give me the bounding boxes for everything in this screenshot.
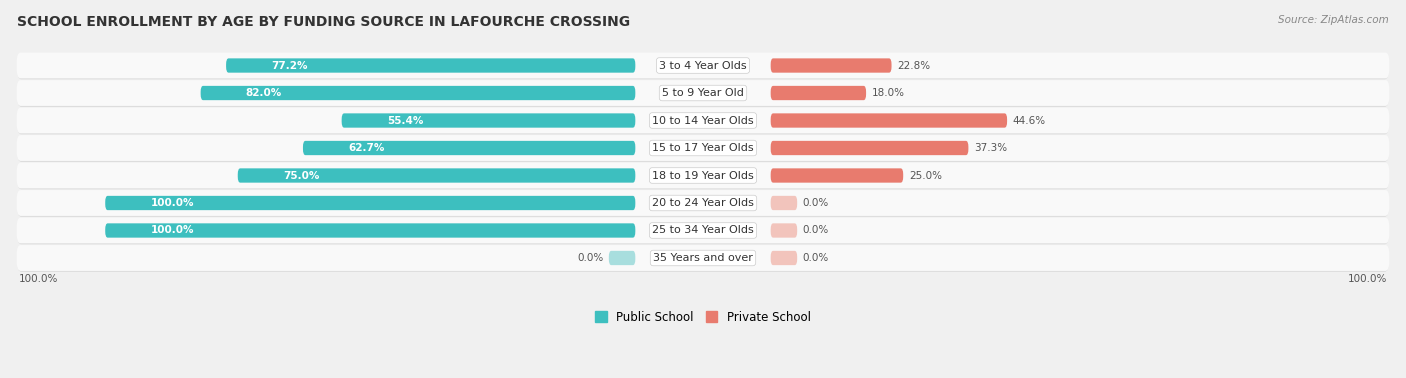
FancyBboxPatch shape: [105, 223, 636, 238]
Text: 75.0%: 75.0%: [283, 170, 319, 181]
Text: 0.0%: 0.0%: [803, 226, 830, 235]
Text: 100.0%: 100.0%: [150, 226, 194, 235]
FancyBboxPatch shape: [17, 53, 1389, 79]
FancyBboxPatch shape: [17, 218, 1389, 244]
Text: 77.2%: 77.2%: [271, 60, 308, 71]
FancyBboxPatch shape: [17, 108, 1389, 134]
FancyBboxPatch shape: [770, 196, 797, 210]
Text: Source: ZipAtlas.com: Source: ZipAtlas.com: [1278, 15, 1389, 25]
FancyBboxPatch shape: [201, 86, 636, 100]
FancyBboxPatch shape: [609, 251, 636, 265]
Text: 20 to 24 Year Olds: 20 to 24 Year Olds: [652, 198, 754, 208]
FancyBboxPatch shape: [770, 86, 866, 100]
Text: SCHOOL ENROLLMENT BY AGE BY FUNDING SOURCE IN LAFOURCHE CROSSING: SCHOOL ENROLLMENT BY AGE BY FUNDING SOUR…: [17, 15, 630, 29]
Text: 15 to 17 Year Olds: 15 to 17 Year Olds: [652, 143, 754, 153]
FancyBboxPatch shape: [17, 53, 1389, 79]
FancyBboxPatch shape: [770, 141, 969, 155]
FancyBboxPatch shape: [770, 113, 1007, 128]
FancyBboxPatch shape: [770, 223, 797, 238]
FancyBboxPatch shape: [17, 245, 1389, 271]
FancyBboxPatch shape: [17, 246, 1389, 272]
Text: 0.0%: 0.0%: [803, 198, 830, 208]
FancyBboxPatch shape: [17, 163, 1389, 189]
FancyBboxPatch shape: [17, 163, 1389, 188]
FancyBboxPatch shape: [17, 190, 1389, 216]
FancyBboxPatch shape: [770, 251, 797, 265]
FancyBboxPatch shape: [226, 58, 636, 73]
Text: 5 to 9 Year Old: 5 to 9 Year Old: [662, 88, 744, 98]
Text: 35 Years and over: 35 Years and over: [652, 253, 754, 263]
Text: 0.0%: 0.0%: [803, 253, 830, 263]
Text: 10 to 14 Year Olds: 10 to 14 Year Olds: [652, 116, 754, 125]
Text: 62.7%: 62.7%: [349, 143, 384, 153]
Text: 55.4%: 55.4%: [387, 116, 423, 125]
Text: 25 to 34 Year Olds: 25 to 34 Year Olds: [652, 226, 754, 235]
FancyBboxPatch shape: [17, 108, 1389, 133]
Text: 0.0%: 0.0%: [576, 253, 603, 263]
Text: 82.0%: 82.0%: [246, 88, 283, 98]
Text: 25.0%: 25.0%: [908, 170, 942, 181]
Text: 100.0%: 100.0%: [18, 274, 58, 284]
FancyBboxPatch shape: [770, 58, 891, 73]
Legend: Public School, Private School: Public School, Private School: [591, 306, 815, 328]
Text: 44.6%: 44.6%: [1012, 116, 1046, 125]
Text: 22.8%: 22.8%: [897, 60, 931, 71]
Text: 100.0%: 100.0%: [1348, 274, 1388, 284]
FancyBboxPatch shape: [770, 168, 903, 183]
FancyBboxPatch shape: [17, 136, 1389, 162]
Text: 18 to 19 Year Olds: 18 to 19 Year Olds: [652, 170, 754, 181]
Text: 18.0%: 18.0%: [872, 88, 904, 98]
FancyBboxPatch shape: [342, 113, 636, 128]
Text: 3 to 4 Year Olds: 3 to 4 Year Olds: [659, 60, 747, 71]
FancyBboxPatch shape: [17, 80, 1389, 106]
Text: 37.3%: 37.3%: [974, 143, 1007, 153]
FancyBboxPatch shape: [105, 196, 636, 210]
Text: 100.0%: 100.0%: [150, 198, 194, 208]
FancyBboxPatch shape: [17, 81, 1389, 107]
FancyBboxPatch shape: [17, 191, 1389, 217]
FancyBboxPatch shape: [17, 218, 1389, 243]
FancyBboxPatch shape: [302, 141, 636, 155]
FancyBboxPatch shape: [17, 135, 1389, 161]
FancyBboxPatch shape: [238, 168, 636, 183]
